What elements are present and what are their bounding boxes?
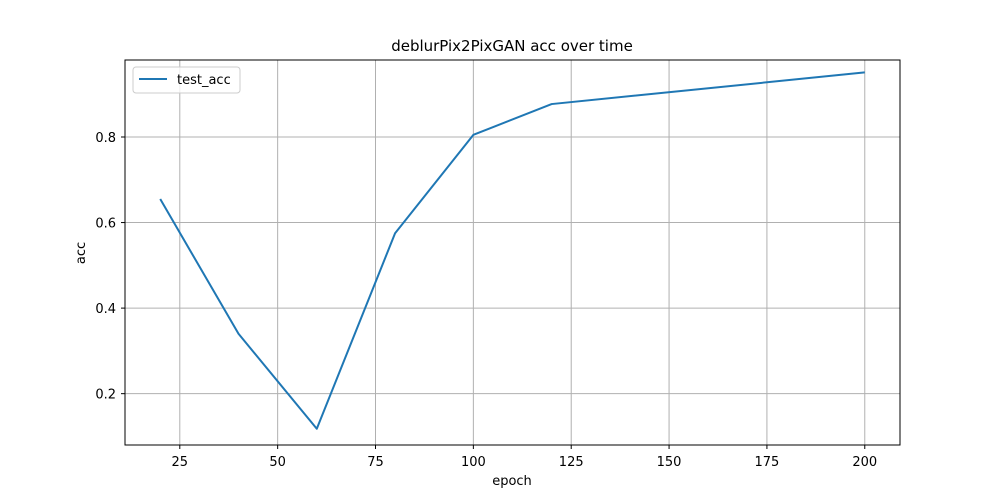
x-tick-label: 25 <box>172 455 189 470</box>
series-line-test_acc <box>159 71 865 430</box>
grid <box>125 60 900 445</box>
y-tick-label: 0.6 <box>95 217 116 232</box>
series-layer <box>159 71 865 430</box>
y-axis-label: acc <box>74 242 89 264</box>
legend-box <box>132 66 241 94</box>
x-tick-label: 75 <box>367 455 384 470</box>
plot-frame <box>124 59 901 446</box>
y-tick-label: 0.2 <box>95 388 116 403</box>
y-tick-label: 0.8 <box>95 131 116 146</box>
legend: test_acc <box>132 66 241 94</box>
y-tick-label: 0.4 <box>95 302 116 317</box>
x-tick-label: 150 <box>657 455 682 470</box>
legend-label: test_acc <box>177 73 231 88</box>
chart-title: deblurPix2PixGAN acc over time <box>391 37 633 55</box>
x-tick-label: 200 <box>852 455 877 470</box>
x-axis-label: epoch <box>492 474 532 489</box>
ticks: 25 50 75 100 125 150 175 200 0.2 0.4 0.6 0.8 <box>95 131 877 470</box>
x-tick-label: 50 <box>269 455 286 470</box>
x-tick-label: 175 <box>755 455 780 470</box>
x-tick-label: 125 <box>559 455 584 470</box>
x-tick-label: 100 <box>461 455 486 470</box>
